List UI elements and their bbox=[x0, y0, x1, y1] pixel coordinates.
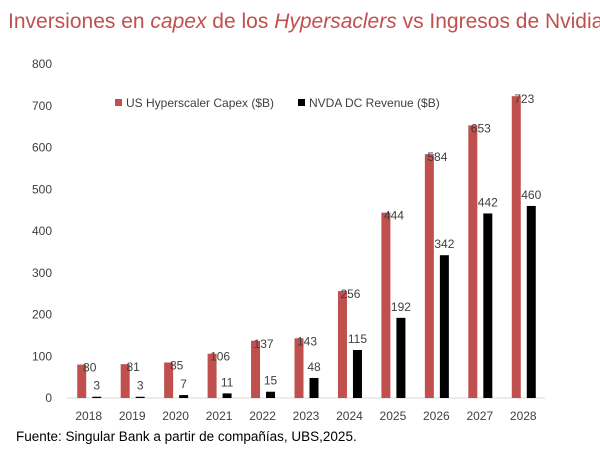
x-tick-label: 2025 bbox=[380, 409, 407, 423]
title-part-3: de los bbox=[206, 10, 275, 33]
nvda-revenue-bar bbox=[92, 396, 102, 398]
capex-bar bbox=[77, 364, 87, 398]
capex-value-label: 85 bbox=[170, 359, 184, 373]
nvda-revenue-bar bbox=[309, 377, 319, 398]
capex-value-label: 653 bbox=[471, 121, 491, 135]
x-tick-label: 2026 bbox=[423, 409, 450, 423]
x-tick-label: 2021 bbox=[206, 409, 233, 423]
nvda-value-label: 3 bbox=[93, 379, 100, 393]
legend-label-nvda: NVDA DC Revenue ($B) bbox=[309, 96, 440, 110]
capex-value-label: 106 bbox=[210, 350, 230, 364]
nvda-revenue-bar bbox=[222, 393, 232, 398]
nvda-revenue-bar bbox=[439, 255, 449, 398]
nvda-value-label: 7 bbox=[180, 377, 187, 391]
legend-swatch-capex bbox=[115, 99, 122, 106]
nvda-value-label: 342 bbox=[434, 237, 454, 251]
nvda-value-label: 48 bbox=[307, 360, 321, 374]
nvda-value-label: 11 bbox=[221, 375, 234, 389]
nvda-value-label: 3 bbox=[137, 379, 144, 393]
capex-bar bbox=[381, 212, 391, 398]
capex-bar bbox=[424, 154, 434, 398]
y-tick-label: 300 bbox=[32, 266, 52, 280]
legend-label-capex: US Hyperscaler Capex ($B) bbox=[126, 96, 274, 110]
capex-value-label: 723 bbox=[514, 92, 534, 106]
nvda-revenue-bar bbox=[266, 391, 276, 398]
y-tick-label: 600 bbox=[32, 141, 52, 155]
nvda-value-label: 192 bbox=[391, 300, 411, 314]
capex-bar bbox=[511, 96, 521, 399]
capex-bar bbox=[294, 338, 304, 398]
x-tick-label: 2027 bbox=[466, 409, 493, 423]
x-tick-label: 2020 bbox=[162, 409, 189, 423]
capex-bar bbox=[251, 340, 261, 398]
x-tick-label: 2018 bbox=[75, 409, 102, 423]
x-tick-label: 2024 bbox=[336, 409, 363, 423]
title-part-4: Hypersaclers bbox=[274, 10, 397, 33]
y-tick-label: 800 bbox=[32, 57, 52, 71]
nvda-revenue-bar bbox=[179, 395, 189, 398]
x-tick-label: 2028 bbox=[510, 409, 537, 423]
nvda-revenue-bar bbox=[352, 349, 362, 398]
capex-value-label: 256 bbox=[340, 287, 360, 301]
nvda-revenue-bar bbox=[135, 396, 145, 398]
capex-bar bbox=[468, 125, 478, 398]
title-part-2: capex bbox=[150, 10, 207, 33]
nvda-value-label: 115 bbox=[348, 332, 367, 346]
capex-value-label: 143 bbox=[297, 334, 317, 348]
capex-bar bbox=[337, 291, 347, 398]
y-tick-label: 200 bbox=[32, 308, 52, 322]
nvda-revenue-bar bbox=[526, 205, 536, 398]
y-tick-label: 700 bbox=[32, 99, 52, 113]
title-part-5: vs Ingresos de Nvidia bbox=[396, 10, 600, 33]
nvda-value-label: 460 bbox=[521, 188, 541, 202]
nvda-value-label: 442 bbox=[478, 195, 498, 209]
x-tick-label: 2019 bbox=[119, 409, 146, 423]
nvda-revenue-bar bbox=[483, 213, 493, 398]
nvda-revenue-bar bbox=[396, 317, 406, 398]
nvda-value-label: 15 bbox=[264, 374, 278, 388]
capex-bar bbox=[207, 353, 217, 398]
capex-value-label: 584 bbox=[427, 150, 447, 164]
legend-swatch-nvda bbox=[298, 99, 305, 106]
source-note: Fuente: Singular Bank a partir de compañ… bbox=[16, 429, 357, 444]
capex-value-label: 137 bbox=[254, 337, 274, 351]
y-tick-label: 0 bbox=[45, 391, 52, 405]
x-tick-label: 2022 bbox=[249, 409, 276, 423]
chart-title: Inversiones en capex de los Hypersaclers… bbox=[8, 10, 600, 34]
capex-bar bbox=[164, 362, 174, 398]
x-tick-label: 2023 bbox=[293, 409, 320, 423]
capex-bar bbox=[120, 364, 130, 398]
y-tick-label: 400 bbox=[32, 224, 52, 238]
capex-value-label: 444 bbox=[384, 209, 404, 223]
capex-value-label: 80 bbox=[83, 361, 97, 375]
y-tick-label: 500 bbox=[32, 182, 52, 196]
y-tick-label: 100 bbox=[32, 349, 52, 363]
title-part-1: Inversiones en bbox=[8, 10, 151, 33]
capex-value-label: 81 bbox=[127, 360, 141, 374]
